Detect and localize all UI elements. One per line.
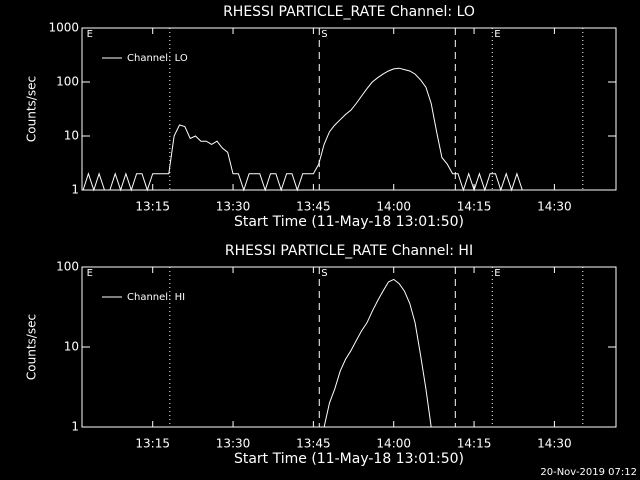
- y-tick-label: 1: [71, 420, 79, 434]
- x-tick-label: 14:00: [376, 437, 411, 451]
- x-tick-label: 13:15: [135, 200, 170, 214]
- x-tick-label: 13:45: [296, 200, 331, 214]
- x-tick-label: 14:15: [457, 200, 492, 214]
- annotation: E: [87, 29, 93, 40]
- x-tick-label: 13:30: [216, 200, 251, 214]
- footer: 20-Nov-2019 07:12: [540, 467, 637, 478]
- annotation: S: [321, 29, 327, 40]
- x-axis-label: Start Time (11-May-18 13:01:50): [234, 214, 464, 230]
- x-tick-label: 14:15: [457, 437, 492, 451]
- annotation: E: [87, 268, 93, 279]
- y-tick-label: 1000: [48, 21, 79, 35]
- data-line: [82, 67, 523, 192]
- plot-frame: [81, 266, 617, 428]
- annotation: S: [321, 268, 327, 279]
- x-tick-label: 13:15: [135, 437, 170, 451]
- y-tick-label: 10: [64, 129, 79, 143]
- y-tick-label: 10: [64, 340, 79, 354]
- y-axis-label: Counts/sec: [25, 76, 39, 142]
- legend-label: Channel: LO: [127, 53, 188, 64]
- y-axis-label: Counts/sec: [25, 314, 39, 380]
- x-tick-label: 14:00: [376, 200, 411, 214]
- annotation: E: [494, 29, 500, 40]
- y-tick-label: 1: [71, 183, 79, 197]
- x-tick-label: 14:30: [537, 200, 572, 214]
- x-tick-label: 13:45: [296, 437, 331, 451]
- x-axis-label: Start Time (11-May-18 13:01:50): [234, 451, 464, 467]
- y-tick-label: 100: [56, 260, 79, 274]
- chart-title: RHESSI PARTICLE_RATE Channel: HI: [225, 243, 473, 259]
- chart-title: RHESSI PARTICLE_RATE Channel: LO: [223, 4, 475, 20]
- x-tick-label: 14:30: [537, 437, 572, 451]
- y-tick-label: 100: [56, 75, 79, 89]
- plot-frame: [81, 27, 617, 191]
- annotation: E: [494, 268, 500, 279]
- legend-label: Channel: HI: [127, 292, 185, 303]
- data-line: [323, 278, 432, 428]
- x-tick-label: 13:30: [216, 437, 251, 451]
